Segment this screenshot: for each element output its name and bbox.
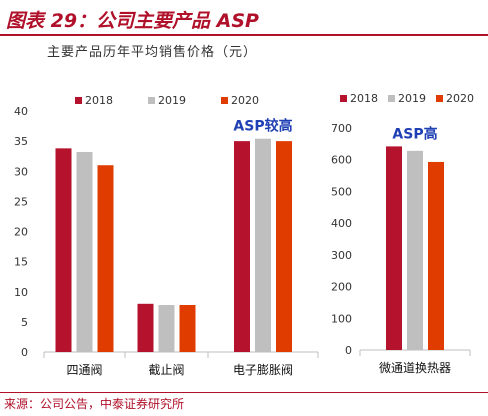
right-y-tick-label: 0 bbox=[345, 344, 352, 357]
right-legend-swatch bbox=[388, 95, 395, 102]
left-y-tick-label: 15 bbox=[14, 256, 28, 269]
left-annotation: ASP较高 bbox=[233, 118, 292, 135]
right-category-label: 微通道换热器 bbox=[379, 361, 451, 375]
chart-subtitle: 主要产品历年平均销售价格（元） bbox=[47, 45, 258, 60]
right-bar-2020 bbox=[428, 161, 444, 350]
left-bar-chart: 0 5 10 15 20 25 30 35 40 四通阀 截止阀 电子膨胀阀 ASP较高 2018 2019… bbox=[14, 94, 319, 377]
right-y-tick-label: 200 bbox=[331, 281, 352, 294]
right-legend-swatch bbox=[436, 95, 443, 102]
left-bar-2018 bbox=[137, 303, 154, 352]
right-legend-label: 2020 bbox=[446, 92, 474, 105]
right-legend-label: 2019 bbox=[398, 92, 426, 105]
left-legend-label: 2019 bbox=[158, 94, 186, 107]
figure-title: 图表 29：公司主要产品 ASP bbox=[6, 10, 259, 32]
left-bar-2019 bbox=[255, 138, 271, 352]
right-y-tick-label: 700 bbox=[331, 122, 352, 135]
left-y-tick-label: 20 bbox=[14, 226, 28, 239]
left-y-tick-label: 0 bbox=[21, 346, 28, 359]
left-category-label: 截止阀 bbox=[148, 363, 184, 377]
left-y-tick-label: 25 bbox=[14, 195, 28, 208]
right-y-tick-label: 100 bbox=[331, 312, 352, 325]
left-category-label: 四通阀 bbox=[66, 363, 102, 377]
left-y-tick-label: 40 bbox=[14, 105, 28, 118]
left-bar-2018 bbox=[55, 148, 72, 352]
left-legend-swatch bbox=[148, 97, 155, 104]
right-y-tick-label: 600 bbox=[331, 154, 352, 167]
right-y-tick-label: 300 bbox=[331, 249, 352, 262]
right-y-tick-label: 400 bbox=[331, 217, 352, 230]
left-y-tick-label: 35 bbox=[14, 135, 28, 148]
left-bar-2020 bbox=[97, 165, 114, 352]
left-category-label: 电子膨胀阀 bbox=[233, 363, 293, 377]
right-bar-2019 bbox=[407, 150, 423, 350]
footer-divider bbox=[0, 392, 488, 393]
source-note: 来源：公司公告，中泰证券研究所 bbox=[4, 397, 185, 411]
right-legend-swatch bbox=[340, 95, 347, 102]
left-bar-2020 bbox=[179, 305, 196, 352]
left-legend-label: 2018 bbox=[85, 94, 113, 107]
right-annotation: ASP高 bbox=[392, 125, 437, 142]
right-bar-2018 bbox=[386, 146, 402, 350]
left-y-tick-label: 10 bbox=[14, 286, 28, 299]
left-legend-swatch bbox=[75, 97, 82, 104]
left-legend-label: 2020 bbox=[231, 94, 259, 107]
left-bar-2018 bbox=[234, 141, 250, 352]
left-bar-2019 bbox=[158, 305, 175, 352]
left-bar-2020 bbox=[276, 141, 292, 352]
right-legend-label: 2018 bbox=[350, 92, 378, 105]
right-y-tick-label: 500 bbox=[331, 185, 352, 198]
title-bar: 图表 29：公司主要产品 ASP bbox=[0, 0, 488, 36]
left-legend-swatch bbox=[221, 97, 228, 104]
left-y-tick-label: 5 bbox=[21, 316, 28, 329]
right-bar-chart: 0 100 200 300 400 500 600 700 微通道换热器 ASP高 2018 2019… bbox=[331, 92, 474, 375]
left-y-tick-label: 30 bbox=[14, 165, 28, 178]
left-bar-2019 bbox=[76, 151, 93, 352]
